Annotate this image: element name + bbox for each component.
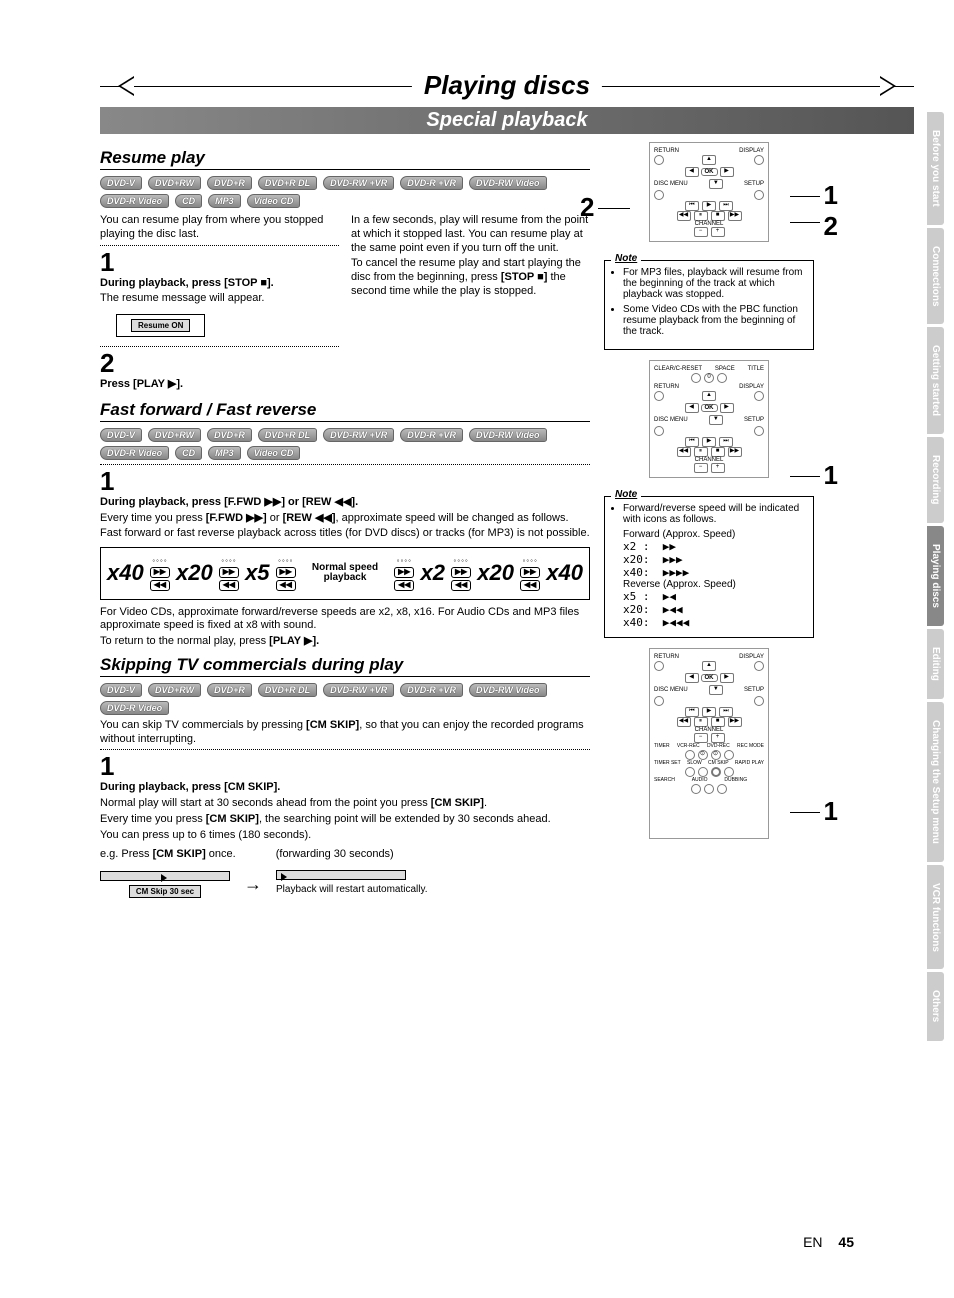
page-title-bar: Playing discs bbox=[100, 70, 914, 101]
disc-badge: DVD+R DL bbox=[258, 683, 317, 697]
disc-badge: DVD-R +VR bbox=[400, 176, 463, 190]
disc-badge: DVD-R Video bbox=[100, 701, 169, 715]
disc-badge: DVD+R DL bbox=[258, 428, 317, 442]
ffwd-p3: For Video CDs, approximate forward/rever… bbox=[100, 606, 590, 634]
resume-step2: Press [PLAY ▶]. bbox=[100, 378, 339, 392]
tab-changing-setup: Changing the Setup menu bbox=[927, 702, 944, 862]
note-item: Some Video CDs with the PBC function res… bbox=[623, 304, 807, 337]
resume-intro: You can resume play from where you stopp… bbox=[100, 214, 339, 242]
disc-badge: CD bbox=[175, 194, 202, 208]
disc-badge: Video CD bbox=[247, 446, 301, 460]
side-tabs: Before you start Connections Getting sta… bbox=[927, 112, 944, 1041]
tab-before: Before you start bbox=[927, 112, 944, 225]
manual-page: Before you start Connections Getting sta… bbox=[0, 0, 954, 1298]
disc-badge: MP3 bbox=[208, 194, 241, 208]
step-number: 1 bbox=[100, 249, 339, 275]
ffwd-p1: Every time you press [F.FWD ▶▶] or [REW … bbox=[100, 512, 590, 526]
cmskip-p2: Every time you press [CM SKIP], the sear… bbox=[100, 813, 590, 827]
disc-badge: DVD+R bbox=[207, 683, 252, 697]
note-box-2: Note Forward/reverse speed will be indic… bbox=[604, 496, 814, 638]
cmskip-intro: You can skip TV commercials by pressing … bbox=[100, 719, 590, 747]
disc-badge: DVD+RW bbox=[148, 176, 201, 190]
disc-badge: DVD-RW +VR bbox=[323, 176, 394, 190]
disc-badge: DVD+R DL bbox=[258, 176, 317, 190]
cmskip-badges: DVD-V DVD+RW DVD+R DVD+R DL DVD-RW +VR D… bbox=[100, 683, 590, 715]
cmskip-p1: Normal play will start at 30 seconds ahe… bbox=[100, 797, 590, 811]
resume-badges: DVD-V DVD+RW DVD+R DVD+R DL DVD-RW +VR D… bbox=[100, 176, 590, 208]
disc-badge: DVD+RW bbox=[148, 428, 201, 442]
step-number: 1 bbox=[100, 468, 590, 494]
cmskip-step1: During playback, press [CM SKIP]. bbox=[100, 781, 590, 795]
note-box-1: Note For MP3 files, playback will resume… bbox=[604, 260, 814, 350]
disc-badge: DVD-R +VR bbox=[400, 428, 463, 442]
ffwd-p4: To return to the normal play, press [PLA… bbox=[100, 635, 590, 649]
disc-badge: DVD-R Video bbox=[100, 446, 169, 460]
note-item: Forward/reverse speed will be indicated … bbox=[623, 503, 807, 525]
disc-badge: DVD-RW +VR bbox=[323, 428, 394, 442]
arrow-icon: → bbox=[244, 874, 262, 895]
resume-right-p1: In a few seconds, play will resume from … bbox=[351, 214, 590, 255]
disc-badge: DVD-RW +VR bbox=[323, 683, 394, 697]
remote-diagram-3: RETURNDISPLAY ▲ ◀OK▶ DISC MENU▼SETUP ⏮▶⏭… bbox=[604, 648, 814, 845]
page-footer: EN 45 bbox=[803, 1234, 854, 1250]
ffwd-p2: Fast forward or fast reverse playback ac… bbox=[100, 527, 590, 541]
cmskip-restart: Playback will restart automatically. bbox=[276, 884, 428, 897]
cmskip-illustration: CM Skip 30 sec → Playback will restart a… bbox=[100, 870, 590, 899]
cmskip-heading: Skipping TV commercials during play bbox=[100, 655, 590, 677]
cmskip-p3: You can press up to 6 times (180 seconds… bbox=[100, 829, 590, 843]
page-title: Playing discs bbox=[412, 70, 602, 101]
cmskip-eg: e.g. Press [CM SKIP] once. bbox=[100, 848, 236, 862]
disc-badge: DVD-RW Video bbox=[469, 176, 547, 190]
main-content: Resume play DVD-V DVD+RW DVD+R DVD+R DL … bbox=[100, 142, 590, 899]
tab-vcr: VCR functions bbox=[927, 865, 944, 970]
remote-diagram-2: CLEAR/C-RESETSPACETITLE 0 RETURNDISPLAY … bbox=[604, 360, 814, 484]
osd-resume-on: Resume ON bbox=[116, 314, 205, 337]
tab-playing-discs: Playing discs bbox=[927, 526, 944, 626]
disc-badge: DVD-R +VR bbox=[400, 683, 463, 697]
resume-right-p2: To cancel the resume play and start play… bbox=[351, 257, 590, 298]
step-number: 2 bbox=[100, 350, 339, 376]
tab-connections: Connections bbox=[927, 228, 944, 325]
disc-badge: DVD-RW Video bbox=[469, 428, 547, 442]
cmskip-fwd30: (forwarding 30 seconds) bbox=[276, 848, 394, 862]
disc-badge: DVD-V bbox=[100, 176, 142, 190]
tab-recording: Recording bbox=[927, 437, 944, 522]
step-number: 1 bbox=[100, 753, 590, 779]
ffwd-step1: During playback, press [F.FWD ▶▶] or [RE… bbox=[100, 496, 590, 510]
side-content: 2 RETURNDISPLAY ▲ ◀OK▶ DISC MENU▼SETUP ⏮… bbox=[604, 142, 814, 899]
disc-badge: Video CD bbox=[247, 194, 301, 208]
footer-lang: EN bbox=[803, 1234, 822, 1250]
disc-badge: CD bbox=[175, 446, 202, 460]
ffwd-badges: DVD-V DVD+RW DVD+R DVD+R DL DVD-RW +VR D… bbox=[100, 428, 590, 460]
disc-badge: DVD+RW bbox=[148, 683, 201, 697]
subtitle: Special playback bbox=[100, 107, 914, 134]
disc-badge: DVD+R bbox=[207, 176, 252, 190]
disc-badge: DVD-RW Video bbox=[469, 683, 547, 697]
tab-editing: Editing bbox=[927, 629, 944, 699]
ffwd-heading: Fast forward / Fast reverse bbox=[100, 400, 590, 422]
tab-getting-started: Getting started bbox=[927, 327, 944, 434]
footer-page-number: 45 bbox=[838, 1234, 854, 1250]
tab-others: Others bbox=[927, 972, 944, 1040]
resume-step1: During playback, press [STOP ■]. bbox=[100, 277, 339, 291]
remote-diagram-1: 2 RETURNDISPLAY ▲ ◀OK▶ DISC MENU▼SETUP ⏮… bbox=[604, 142, 814, 248]
disc-badge: DVD-V bbox=[100, 683, 142, 697]
disc-badge: DVD-R Video bbox=[100, 194, 169, 208]
speed-diagram: x40 ◦◦◦◦▶▶◀◀ x20 ◦◦◦◦▶▶◀◀ x5 ◦◦◦◦▶▶◀◀ No… bbox=[100, 547, 590, 600]
resume-step1-after: The resume message will appear. bbox=[100, 292, 339, 306]
note-item: For MP3 files, playback will resume from… bbox=[623, 267, 807, 300]
resume-heading: Resume play bbox=[100, 148, 590, 170]
disc-badge: MP3 bbox=[208, 446, 241, 460]
disc-badge: DVD+R bbox=[207, 428, 252, 442]
disc-badge: DVD-V bbox=[100, 428, 142, 442]
